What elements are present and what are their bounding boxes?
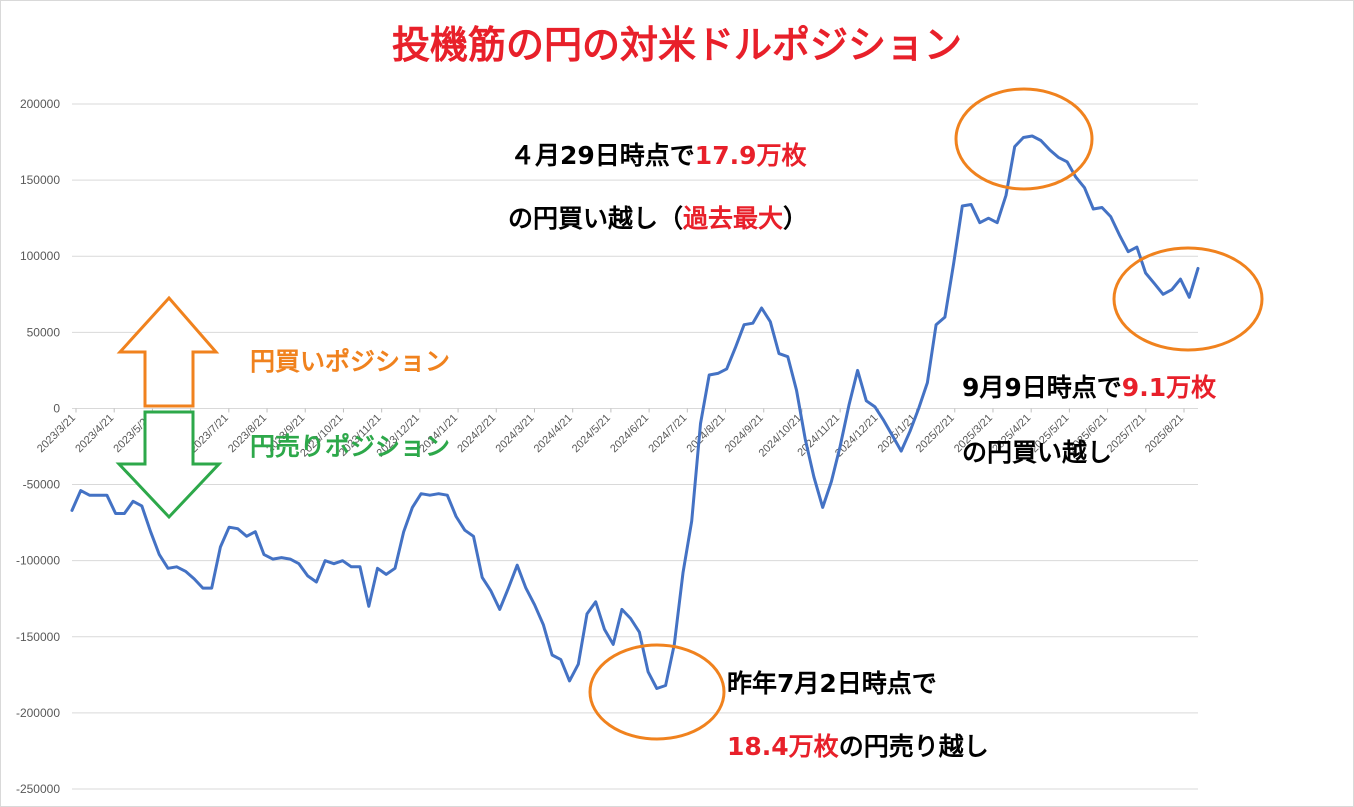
annotation-segment: 17.9万枚 [695, 141, 807, 170]
annotation-segment: ） [783, 204, 808, 233]
highlight-circle [954, 87, 1094, 191]
y-tick-label: -100000 [16, 554, 60, 568]
y-tick-label: 100000 [20, 249, 60, 263]
annotation-segment: 18.4万枚 [727, 732, 839, 761]
peak-annotation-line2: の円買い越し（過去最大） [508, 204, 808, 233]
y-tick-label: -250000 [16, 782, 60, 796]
y-tick-label: 150000 [20, 173, 60, 187]
annotation-segment: の円売り越し [839, 732, 989, 761]
gridlines [72, 103, 1198, 790]
annotation-segment: 昨年7月2日時点で [727, 669, 937, 698]
series-line [70, 134, 1200, 690]
up-arrow-label: 円買いポジション [250, 347, 450, 376]
down-arrow [115, 410, 223, 520]
chart-title: 投機筋の円の対米ドルポジション [392, 23, 962, 67]
highlight-circle [1112, 246, 1264, 352]
annotation-segment: 9月9日時点で [962, 373, 1122, 402]
highlight-circle [588, 643, 726, 741]
latest-annotation-line1: 9月9日時点で9.1万枚 [962, 373, 1216, 402]
y-tick-label: -200000 [16, 706, 60, 720]
annotations: ４月29日時点で17.9万枚の円買い越し（過去最大）9月9日時点で9.1万枚の円… [508, 141, 1216, 761]
latest-annotation-line2: の円買い越し [962, 438, 1112, 467]
y-tick-label: 50000 [27, 325, 61, 339]
y-tick-label: 200000 [20, 97, 60, 111]
y-tick-label: -50000 [23, 478, 61, 492]
up-arrow [116, 295, 220, 408]
y-tick-label: -150000 [16, 630, 60, 644]
peak-annotation-line1: ４月29日時点で17.9万枚 [510, 141, 806, 170]
annotation-segment: の円買い越し [962, 438, 1112, 467]
annotation-segment: 9.1万枚 [1122, 373, 1216, 402]
annotation-segment: の円買い越し（ [508, 204, 683, 233]
highlight-circles [588, 87, 1264, 741]
trough-annotation-line1: 昨年7月2日時点で [727, 669, 937, 698]
series-layer [70, 134, 1200, 690]
trough-annotation-line2: 18.4万枚の円売り越し [727, 732, 989, 761]
annotation-segment: 過去最大 [683, 204, 783, 233]
annotation-segment: ４月29日時点で [510, 141, 695, 170]
y-axis-ticks: 200000 150000 100000 50000 0 -50000 -100000 -15… [16, 97, 60, 796]
y-tick-label: 0 [53, 401, 60, 415]
down-arrow-label: 円売りポジション [250, 432, 450, 461]
